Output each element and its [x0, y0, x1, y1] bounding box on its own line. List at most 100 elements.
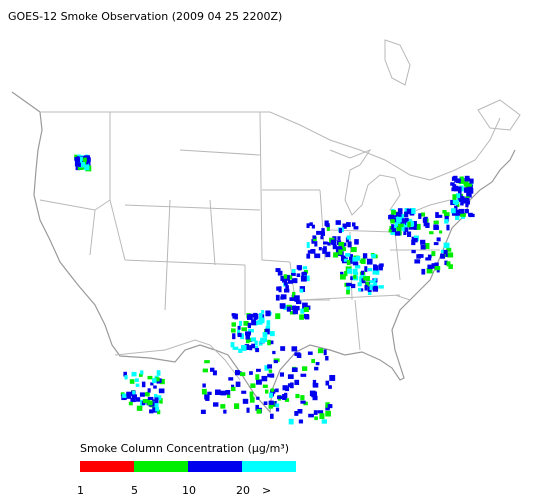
smoke-pixel — [306, 253, 311, 259]
smoke-pixel — [147, 388, 151, 393]
smoke-pixel — [296, 353, 302, 358]
smoke-pixel — [320, 231, 326, 236]
smoke-pixel — [240, 333, 245, 340]
smoke-pixel — [396, 227, 402, 232]
smoke-pixel — [238, 348, 243, 353]
smoke-pixel — [244, 344, 250, 350]
smoke-pixel — [344, 271, 348, 277]
smoke-pixel — [364, 285, 368, 291]
smoke-pixel — [124, 375, 128, 380]
smoke-pixel — [300, 400, 306, 404]
smoke-pixel — [348, 254, 353, 261]
smoke-pixel — [458, 186, 462, 193]
smoke-pixel — [417, 254, 424, 258]
smoke-pixel — [421, 268, 426, 275]
smoke-pixel — [241, 327, 248, 332]
smoke-pixel — [292, 309, 298, 315]
smoke-pixel — [210, 367, 215, 372]
smoke-pixel — [230, 342, 235, 348]
smoke-pixel — [258, 312, 263, 319]
smoke-pixel — [411, 221, 417, 227]
smoke-pixel — [426, 267, 433, 274]
smoke-pixel — [338, 228, 342, 234]
smoke-pixel — [300, 395, 305, 401]
smoke-pixel — [332, 244, 337, 250]
smoke-pixel — [436, 214, 443, 218]
smoke-pixel — [268, 369, 273, 373]
smoke-pixel — [370, 280, 376, 284]
legend-swatch — [188, 461, 242, 472]
smoke-pixel — [231, 322, 236, 327]
smoke-pixel — [338, 249, 343, 255]
smoke-pixel — [408, 218, 413, 223]
smoke-pixel — [249, 345, 253, 351]
smoke-pixel — [354, 239, 359, 245]
smoke-pixel — [315, 362, 320, 366]
smoke-pixel — [239, 320, 243, 326]
smoke-pixel — [443, 242, 450, 249]
smoke-pixel — [324, 220, 329, 226]
smoke-pixel — [267, 364, 273, 369]
smoke-pixel — [346, 285, 351, 292]
smoke-pixel — [280, 346, 286, 351]
smoke-pixel — [256, 368, 261, 372]
smoke-pixel — [395, 231, 401, 236]
smoke-pixel — [139, 373, 143, 377]
smoke-pixel — [452, 184, 457, 189]
smoke-pixel — [237, 332, 242, 338]
legend-tick-label: > — [262, 484, 271, 497]
smoke-pixel — [347, 268, 353, 274]
smoke-pixel — [285, 285, 289, 290]
smoke-pixel — [352, 261, 359, 266]
smoke-pixel — [237, 329, 241, 336]
smoke-pixel — [251, 319, 257, 326]
smoke-pixel — [411, 238, 418, 243]
smoke-pixel — [458, 208, 465, 214]
smoke-pixel — [314, 416, 318, 421]
smoke-pixel — [235, 370, 240, 376]
smoke-pixel — [407, 231, 412, 237]
smoke-pixel — [354, 265, 361, 269]
smoke-pixel — [275, 313, 281, 320]
smoke-pixel — [311, 224, 315, 229]
smoke-pixel — [425, 222, 430, 228]
smoke-pixel — [365, 281, 370, 287]
smoke-pixel — [314, 253, 321, 259]
smoke-pixel — [293, 278, 298, 284]
smoke-pixel — [302, 302, 308, 309]
smoke-pixel — [464, 209, 469, 214]
smoke-pixel — [444, 212, 450, 217]
smoke-pixel — [258, 317, 265, 324]
smoke-pixel — [267, 339, 271, 346]
smoke-pixel — [136, 405, 143, 411]
smoke-pixel — [464, 175, 470, 182]
smoke-pixel — [463, 183, 470, 187]
smoke-pixel — [312, 235, 317, 239]
smoke-pixel — [245, 334, 250, 340]
smoke-pixel — [325, 356, 329, 361]
smoke-pixel — [275, 268, 281, 273]
smoke-pixel — [454, 205, 458, 212]
smoke-pixel — [455, 178, 461, 184]
smoke-pixel — [333, 252, 339, 258]
smoke-pixel — [310, 249, 316, 254]
smoke-pixel — [262, 332, 268, 338]
smoke-pixel — [248, 337, 252, 342]
smoke-pixel — [291, 269, 296, 273]
smoke-pixel — [306, 223, 310, 229]
smoke-pixel — [347, 241, 352, 248]
smoke-pixel — [444, 219, 449, 224]
smoke-pixel — [362, 253, 368, 259]
smoke-pixel — [389, 214, 394, 219]
smoke-pixel — [306, 242, 310, 248]
smoke-pixel — [227, 394, 231, 399]
smoke-pixel — [433, 242, 439, 246]
smoke-pixel — [280, 296, 284, 300]
smoke-pixel — [273, 360, 278, 364]
smoke-pixel — [406, 208, 412, 215]
smoke-pixel — [302, 271, 306, 276]
smoke-pixel — [135, 383, 140, 387]
canada-border — [40, 111, 501, 181]
smoke-pixel — [312, 382, 319, 388]
smoke-pixel — [467, 183, 472, 187]
